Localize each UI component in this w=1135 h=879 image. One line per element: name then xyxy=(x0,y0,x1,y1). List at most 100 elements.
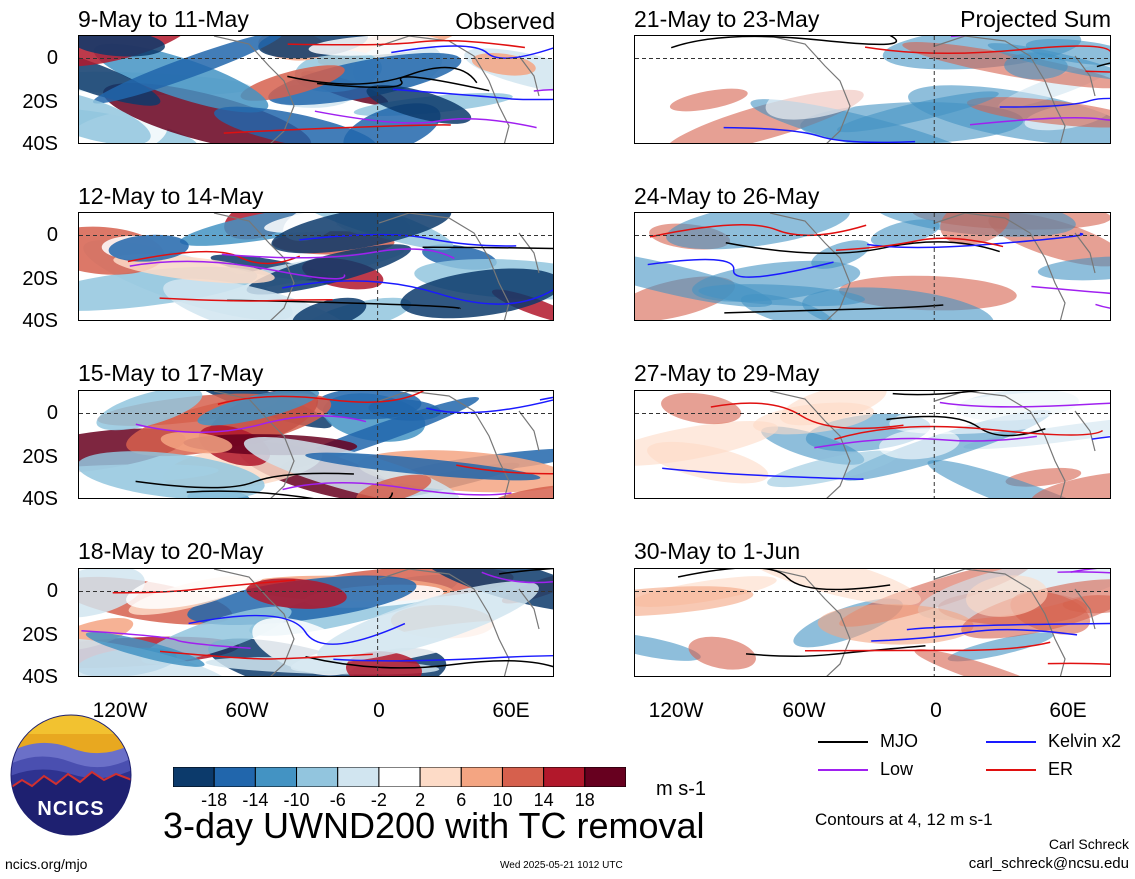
author: Carl Schreck xyxy=(1048,836,1129,852)
contour-line xyxy=(129,260,346,280)
anomaly-blob xyxy=(197,391,320,426)
y-tick-label: 0 xyxy=(46,402,58,424)
y-tick-label: 40S xyxy=(22,133,58,155)
contour-line xyxy=(892,391,981,396)
panel-title: 12-May to 14-May xyxy=(78,183,264,209)
y-tick-label: 0 xyxy=(46,47,58,69)
x-tick-label: 60W xyxy=(225,699,269,722)
colorbar-tick-label: 2 xyxy=(415,790,426,810)
contour-line xyxy=(498,569,553,575)
panel-title: 18-May to 20-May xyxy=(78,538,264,564)
contour-line xyxy=(456,464,553,475)
anomaly-blob xyxy=(317,581,539,663)
anomaly-blob xyxy=(240,65,345,101)
contour-line xyxy=(391,45,553,59)
contour-line xyxy=(299,233,517,247)
anomaly-blob xyxy=(963,415,1110,450)
anomaly-blob xyxy=(940,213,1010,245)
anomaly-blob xyxy=(160,432,233,454)
anomaly-blob xyxy=(79,36,165,57)
contour-line xyxy=(392,88,553,101)
anomaly-blob xyxy=(966,575,1048,617)
legend-item-mjo: MJO xyxy=(818,731,918,751)
wind-anomaly-map xyxy=(635,569,1110,676)
anomaly-blob xyxy=(141,606,292,665)
map-panel xyxy=(78,390,554,499)
colorbar-swatch xyxy=(419,766,462,788)
contour-line xyxy=(677,569,891,591)
er-line-icon xyxy=(986,769,1036,772)
contour-line xyxy=(1057,571,1110,574)
contour-line xyxy=(834,425,1104,440)
contour-line xyxy=(426,399,553,414)
contour-line xyxy=(814,435,1037,449)
coastline xyxy=(1074,55,1096,97)
coastline xyxy=(934,213,1066,320)
contour-line xyxy=(939,401,1110,408)
anomaly-blob xyxy=(368,399,442,421)
legend-item-kelvin: Kelvin x2 xyxy=(986,731,1121,751)
contour-line xyxy=(1047,662,1110,665)
contour-line xyxy=(906,622,1110,631)
colorbar-swatch xyxy=(543,766,586,788)
contour-line xyxy=(836,237,1004,251)
y-tick-label: 0 xyxy=(46,580,58,602)
contour-line xyxy=(724,304,944,314)
contour-line xyxy=(725,241,1000,255)
colorbar-swatch xyxy=(172,766,215,788)
map-panel xyxy=(78,568,554,677)
anomaly-blob xyxy=(635,586,754,617)
coastline xyxy=(518,410,540,452)
colorbar-tick-label: -10 xyxy=(283,790,310,810)
anomaly-blob xyxy=(79,88,151,143)
anomaly-blob xyxy=(96,391,203,431)
colorbar-swatch xyxy=(296,766,339,788)
timestamp: Wed 2025-05-21 1012 UTC xyxy=(500,860,623,871)
low-line-icon xyxy=(818,769,868,772)
anomaly-blob xyxy=(870,219,940,247)
y-tick-label: 20S xyxy=(22,624,58,646)
colorbar-tick-label: -18 xyxy=(201,790,228,810)
wind-anomaly-map xyxy=(79,213,553,320)
wind-anomaly-map xyxy=(635,36,1110,143)
contour-line xyxy=(135,472,354,489)
ncics-logo: NCICS xyxy=(10,714,132,836)
wind-anomaly-map xyxy=(79,391,553,498)
anomaly-blob xyxy=(927,459,1110,498)
contour-line xyxy=(886,415,1046,437)
map-panel xyxy=(634,390,1111,499)
coastline xyxy=(1074,232,1096,274)
contour-line xyxy=(135,415,367,434)
contour-line xyxy=(649,224,867,238)
panel-title: 30-May to 1-Jun xyxy=(634,538,801,564)
coastline xyxy=(518,232,540,274)
contour-line xyxy=(316,76,490,92)
email: carl_schreck@ncsu.edu xyxy=(968,855,1129,872)
map-panel xyxy=(634,35,1111,144)
anomaly-blob xyxy=(366,84,472,124)
contour-line xyxy=(864,45,1110,55)
anomaly-blob xyxy=(741,569,921,606)
colorbar-swatch xyxy=(337,766,380,788)
anomaly-blob xyxy=(879,428,960,460)
anomaly-blob xyxy=(85,632,205,667)
contour-line xyxy=(333,654,553,662)
colorbar-swatch xyxy=(254,766,298,788)
anomaly-blob xyxy=(93,36,284,104)
colorbar-tick-label: -14 xyxy=(242,790,269,810)
legend-item-er: ER xyxy=(986,759,1073,779)
coastline xyxy=(1074,410,1096,452)
coastline xyxy=(213,36,295,143)
y-tick-label: 0 xyxy=(46,224,58,246)
anomaly-blob xyxy=(292,297,367,320)
site-url: ncics.org/mjo xyxy=(5,856,88,872)
contour-line xyxy=(314,110,537,129)
panel-title: 21-May to 23-May xyxy=(634,6,820,32)
coastline xyxy=(213,569,295,676)
coastline xyxy=(518,55,540,97)
colorbar-tick-label: 18 xyxy=(574,790,595,810)
x-tick-label: 120W xyxy=(92,699,148,722)
anomaly-blob xyxy=(268,52,462,106)
y-tick-label: 20S xyxy=(22,268,58,290)
anomaly-blob xyxy=(961,579,1110,639)
